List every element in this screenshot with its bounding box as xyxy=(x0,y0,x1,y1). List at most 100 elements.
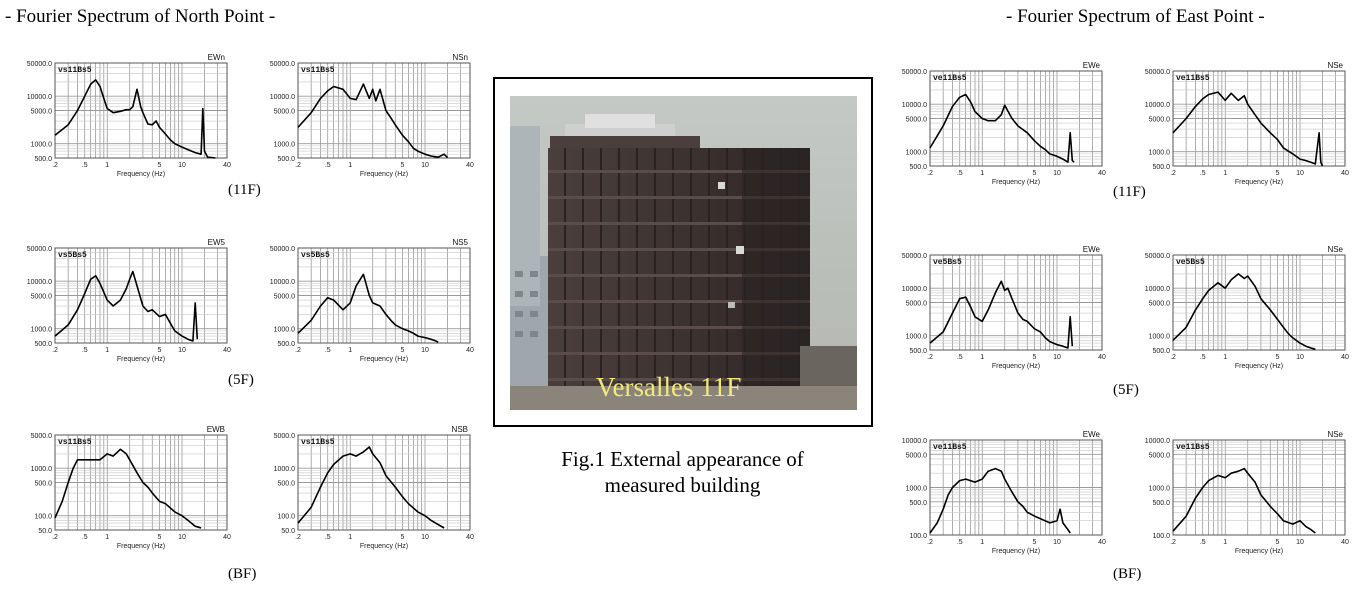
y-tick-label: 500.0 xyxy=(1152,500,1170,507)
level-label-east-bf: (BF) xyxy=(1113,566,1142,582)
plot-frame xyxy=(929,439,1103,536)
plot-frame xyxy=(297,62,471,159)
x-tick-label: 5 xyxy=(1033,539,1037,546)
x-tick-label: 40 xyxy=(1341,170,1349,177)
component-label: EW5 xyxy=(208,238,226,247)
plot-frame xyxy=(1172,254,1346,351)
y-tick-label: 50000.0 xyxy=(1145,253,1170,260)
x-tick-label: .5 xyxy=(957,354,963,361)
x-tick-label: .2 xyxy=(295,534,301,541)
y-tick-label: 10000.0 xyxy=(270,94,295,101)
record-tag: vs11Bs5 xyxy=(301,438,335,447)
component-label: NS5 xyxy=(452,238,468,247)
record-tag: ve11Bs5 xyxy=(1176,443,1210,452)
x-tick-label: .5 xyxy=(325,162,331,169)
chart-north-5f-ns: 500.0 1000.0 5000.0 10000.0 50000.0 .2 .5 1 5 10 4… xyxy=(248,233,474,368)
x-axis-label: Frequency (Hz) xyxy=(360,543,408,550)
y-tick-label: 100.0 xyxy=(909,533,927,540)
x-tick-label: .5 xyxy=(957,539,963,546)
y-tick-label: 1000.0 xyxy=(31,142,53,149)
x-tick-label: 5 xyxy=(1276,170,1280,177)
spectrum-line xyxy=(297,446,445,529)
spectrum-line xyxy=(929,93,1075,163)
x-tick-label: .5 xyxy=(82,534,88,541)
level-label-north-bf: (BF) xyxy=(228,566,257,582)
x-tick-label: .5 xyxy=(1200,170,1206,177)
x-tick-label: 40 xyxy=(223,162,231,169)
east-spectrum-title: - Fourier Spectrum of East Point - xyxy=(1006,6,1265,27)
chart-east-5f-ew: 500.0 1000.0 5000.0 10000.0 50000.0 .2 .5 1 5 10 4… xyxy=(880,240,1106,375)
record-tag: ve5Bs5 xyxy=(933,258,962,267)
component-label: NSe xyxy=(1327,430,1343,439)
spectrum-line xyxy=(54,448,202,529)
x-tick-label: .5 xyxy=(325,347,331,354)
y-tick-label: 10000.0 xyxy=(902,102,927,109)
x-tick-label: 10 xyxy=(1296,170,1304,177)
chart-north-11f-ew: 500.0 1000.0 5000.0 10000.0 50000.0 .2 .5 1 5 10 4… xyxy=(5,48,231,183)
plot-frame xyxy=(929,254,1103,351)
plot-frame xyxy=(297,247,471,344)
y-tick-label: 50000.0 xyxy=(1145,69,1170,76)
x-tick-label: 10 xyxy=(178,534,186,541)
y-tick-label: 10000.0 xyxy=(27,94,52,101)
y-tick-label: 1000.0 xyxy=(906,486,928,493)
y-tick-label: 10000.0 xyxy=(1145,286,1170,293)
x-axis-label: Frequency (Hz) xyxy=(992,363,1040,370)
level-label-north-11f: (11F) xyxy=(228,182,261,198)
x-axis-label: Frequency (Hz) xyxy=(117,543,165,550)
y-tick-label: 500.0 xyxy=(34,481,52,488)
x-tick-label: 1 xyxy=(980,354,984,361)
x-tick-label: 10 xyxy=(421,162,429,169)
level-label-east-11f: (11F) xyxy=(1113,184,1146,200)
x-tick-label: .2 xyxy=(1170,354,1176,361)
y-tick-label: 100.0 xyxy=(34,514,52,521)
y-tick-label: 10000.0 xyxy=(1145,438,1170,445)
y-tick-label: 5000.0 xyxy=(906,452,928,459)
record-tag: ve11Bs5 xyxy=(933,443,967,452)
y-tick-label: 1000.0 xyxy=(274,327,296,334)
x-axis-label: Frequency (Hz) xyxy=(117,356,165,363)
x-tick-label: .5 xyxy=(82,162,88,169)
y-tick-label: 500.0 xyxy=(277,156,295,163)
component-label: EWB xyxy=(207,425,225,434)
record-tag: vs11Bs5 xyxy=(58,66,92,75)
record-tag: ve5Bs5 xyxy=(1176,258,1205,267)
spectrum-line xyxy=(297,83,449,159)
y-tick-label: 50000.0 xyxy=(270,246,295,253)
x-tick-label: .2 xyxy=(52,347,58,354)
component-label: EWn xyxy=(208,53,225,62)
chart-east-bf-ns: 100.0 500.0 1000.0 5000.0 10000.0 .2 .5 1 5 10 40 F… xyxy=(1123,425,1349,560)
component-label: EWe xyxy=(1083,430,1101,439)
y-tick-label: 1000.0 xyxy=(274,142,296,149)
x-tick-label: 10 xyxy=(1053,539,1061,546)
x-axis-label: Frequency (Hz) xyxy=(117,171,165,178)
y-tick-label: 50000.0 xyxy=(902,69,927,76)
y-tick-label: 10000.0 xyxy=(1145,102,1170,109)
x-tick-label: 1 xyxy=(348,162,352,169)
y-tick-label: 500.0 xyxy=(909,500,927,507)
x-tick-label: 1 xyxy=(105,162,109,169)
x-tick-label: 1 xyxy=(980,539,984,546)
x-tick-label: 40 xyxy=(1098,354,1106,361)
component-label: NSe xyxy=(1327,245,1343,254)
chart-north-11f-ns: 500.0 1000.0 5000.0 10000.0 50000.0 .2 .5 1 5 10 4… xyxy=(248,48,474,183)
y-tick-label: 5000.0 xyxy=(31,433,53,440)
component-label: EWe xyxy=(1083,245,1101,254)
building-photo-frame: Versalles 11F xyxy=(493,77,873,427)
spectrum-line xyxy=(54,79,216,159)
x-axis-label: Frequency (Hz) xyxy=(360,171,408,178)
y-tick-label: 500.0 xyxy=(34,341,52,348)
spectrum-line xyxy=(929,467,1071,534)
record-tag: vs5Bs5 xyxy=(58,251,87,260)
figure-caption: Fig.1 External appearance of measured bu… xyxy=(470,446,895,498)
x-tick-label: 5 xyxy=(158,347,162,354)
chart-north-bf-ns: 50.0 100.0 500.0 1000.0 5000.0 .2 .5 1 5 10 40 Freq… xyxy=(248,420,474,555)
x-tick-label: 40 xyxy=(1098,170,1106,177)
y-tick-label: 1000.0 xyxy=(31,327,53,334)
plot-frame xyxy=(1172,439,1346,536)
x-tick-label: .2 xyxy=(52,534,58,541)
y-tick-label: 5000.0 xyxy=(274,109,296,116)
x-tick-label: 40 xyxy=(466,162,474,169)
x-tick-label: 1 xyxy=(105,534,109,541)
x-tick-label: 5 xyxy=(1276,539,1280,546)
